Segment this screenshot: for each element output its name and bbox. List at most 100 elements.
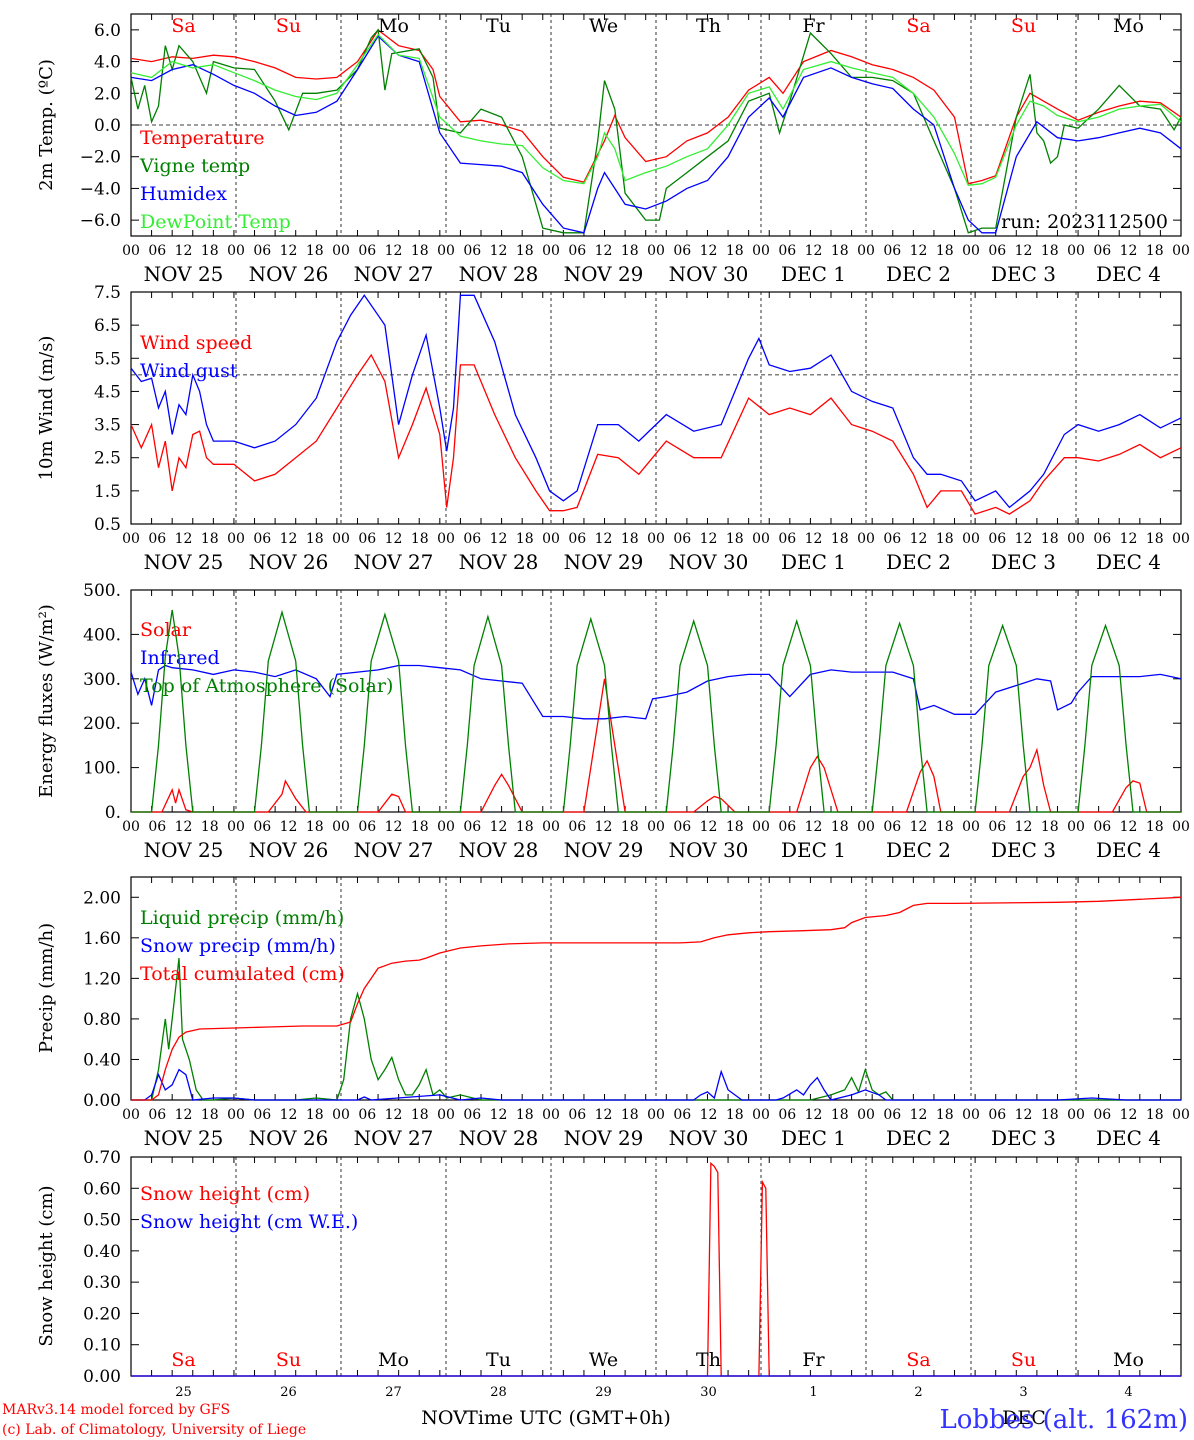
day-name-label: Th <box>696 1349 721 1371</box>
legend-entry: Snow height (cm W.E.) <box>140 1211 358 1233</box>
hour-tick-label: 12 <box>280 243 298 259</box>
hour-tick-label: 18 <box>411 1107 429 1123</box>
hour-tick-label: 06 <box>673 819 691 835</box>
date-label: NOV 28 <box>459 550 539 574</box>
hour-tick-label: 00 <box>647 531 665 547</box>
hour-tick-label: 00 <box>752 531 770 547</box>
panel-5: 0.70 0.60 0.50 0.40 0.30 0.20 0.10 0.00 Snow hei… <box>36 1148 1182 1400</box>
hour-tick-label: 06 <box>253 531 271 547</box>
hour-tick-label: 18 <box>201 243 219 259</box>
hour-tick-label: 12 <box>910 819 928 835</box>
hour-tick-label: 06 <box>673 1107 691 1123</box>
hour-tick-label: 12 <box>805 819 823 835</box>
hour-tick-label: 06 <box>988 243 1006 259</box>
y-tick-label: 0. <box>105 803 121 823</box>
hour-tick-label: 06 <box>358 1107 376 1123</box>
date-label: NOV 28 <box>459 262 539 286</box>
hour-tick-label: 18 <box>936 819 954 835</box>
hour-tick-label: 00 <box>962 1107 980 1123</box>
hour-tick-label: 18 <box>621 819 639 835</box>
y-tick-label: 0.5 <box>94 515 121 535</box>
hour-tick-label: 18 <box>1146 531 1164 547</box>
day-name-label: Tu <box>486 1349 511 1371</box>
hour-tick-label: 18 <box>411 819 429 835</box>
hour-tick-label: 12 <box>700 819 718 835</box>
hour-tick-label: 06 <box>148 531 166 547</box>
hour-tick-label: 12 <box>1120 819 1138 835</box>
legend-entry: Solar <box>140 619 192 641</box>
hour-tick-label: 12 <box>175 531 193 547</box>
hour-tick-label: 06 <box>463 243 481 259</box>
y-axis-label: Precip (mm/h) <box>36 923 57 1053</box>
series-top-of-atmosphere-solar- <box>131 609 1181 813</box>
y-tick-label: 0.40 <box>83 1242 121 1262</box>
hour-tick-label: 00 <box>227 819 245 835</box>
hour-tick-label: 00 <box>962 531 980 547</box>
date-label: DEC 2 <box>886 1126 951 1150</box>
hour-tick-label: 00 <box>962 819 980 835</box>
hour-tick-label: 12 <box>280 531 298 547</box>
hour-tick-label: 00 <box>752 1107 770 1123</box>
hour-tick-label: 12 <box>1120 531 1138 547</box>
date-label: NOV 25 <box>144 1126 224 1150</box>
date-label: DEC 3 <box>991 1126 1056 1150</box>
date-label: NOV 25 <box>144 838 224 862</box>
hour-tick-label: 12 <box>910 243 928 259</box>
hour-tick-label: 00 <box>122 1107 140 1123</box>
hour-tick-label: 18 <box>1041 531 1059 547</box>
hour-tick-label: 00 <box>752 243 770 259</box>
hour-tick-label: 00 <box>227 243 245 259</box>
hour-tick-label: 12 <box>280 819 298 835</box>
date-label: NOV 30 <box>669 262 749 286</box>
y-tick-label: 2.0 <box>94 84 121 104</box>
hour-tick-label: 00 <box>332 531 350 547</box>
hour-tick-label: 06 <box>568 819 586 835</box>
hour-tick-label: 06 <box>358 819 376 835</box>
hour-tick-label: 06 <box>673 243 691 259</box>
day-number-label: 25 <box>175 1385 192 1400</box>
hour-tick-label: 00 <box>122 243 140 259</box>
run-label: run: 2023112500 <box>1001 211 1168 233</box>
y-tick-label: 4.5 <box>94 382 121 402</box>
day-name-label: Sa <box>171 15 195 37</box>
hour-tick-label: 00 <box>437 243 455 259</box>
y-tick-label: 300. <box>83 670 121 690</box>
date-label: NOV 30 <box>669 550 749 574</box>
hour-tick-label: 00 <box>542 1107 560 1123</box>
hour-tick-label: 18 <box>516 243 534 259</box>
y-tick-label: 0.00 <box>83 1091 121 1111</box>
hour-tick-label: 18 <box>306 243 324 259</box>
day-name-label: Th <box>696 15 721 37</box>
series-total-cumulated-cm- <box>131 896 1182 1101</box>
hour-tick-label: 12 <box>700 531 718 547</box>
y-tick-label: 0.20 <box>83 1304 121 1324</box>
date-label: NOV 28 <box>459 838 539 862</box>
hour-tick-label: 18 <box>201 531 219 547</box>
hour-tick-label: 00 <box>332 1107 350 1123</box>
hour-tick-label: 00 <box>437 819 455 835</box>
hour-tick-label: 06 <box>778 819 796 835</box>
y-tick-label: −6.0 <box>80 211 121 231</box>
date-label: NOV 29 <box>564 550 644 574</box>
x-axis-title: Time UTC (GMT+0h) <box>465 1407 671 1429</box>
panel-4: 2.00 1.60 1.20 0.80 0.40 0.00 Precip (mm/h) Liq… <box>36 876 1190 1150</box>
legend-entry: Vigne temp <box>139 155 250 177</box>
hour-tick-label: 00 <box>1172 1107 1190 1123</box>
date-label: DEC 4 <box>1096 838 1161 862</box>
legend-entry: Humidex <box>140 183 227 205</box>
hour-tick-label: 06 <box>778 1107 796 1123</box>
series-wind-speed <box>130 353 1182 515</box>
date-label: NOV 27 <box>354 262 434 286</box>
y-axis-label: 2m Temp. (ºC) <box>36 59 57 191</box>
hour-tick-label: 06 <box>568 531 586 547</box>
date-label: NOV 27 <box>354 1126 434 1150</box>
hour-tick-label: 00 <box>1067 531 1085 547</box>
day-number-label: 1 <box>809 1385 817 1400</box>
date-label: DEC 3 <box>991 550 1056 574</box>
panel-3: 500. 400. 300. 200. 100. 0. Energy fluxes (W/m… <box>36 581 1190 862</box>
hour-tick-label: 00 <box>1067 1107 1085 1123</box>
hour-tick-label: 00 <box>1172 819 1190 835</box>
date-label: DEC 4 <box>1096 550 1161 574</box>
day-name-label: Sa <box>906 15 930 37</box>
y-tick-label: 5.5 <box>94 349 121 369</box>
